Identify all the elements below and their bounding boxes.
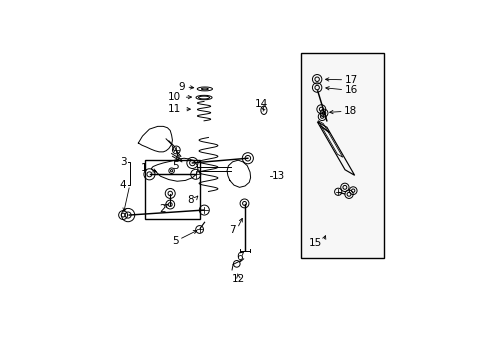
- Bar: [144, 159, 200, 219]
- Text: 17: 17: [344, 75, 357, 85]
- Text: 6: 6: [236, 252, 243, 262]
- Bar: [300, 53, 383, 258]
- Text: 4: 4: [120, 180, 126, 190]
- Text: 11: 11: [168, 104, 181, 114]
- Text: 16: 16: [344, 85, 357, 95]
- Text: 3: 3: [120, 157, 126, 167]
- Text: 10: 10: [168, 92, 181, 102]
- Text: 1: 1: [141, 163, 147, 174]
- Text: 14: 14: [255, 99, 268, 109]
- Text: 5: 5: [172, 161, 179, 171]
- Text: 5: 5: [172, 237, 179, 246]
- Text: 9: 9: [178, 82, 184, 92]
- Bar: [300, 53, 383, 258]
- Text: 18: 18: [344, 106, 357, 116]
- Text: 15: 15: [308, 238, 322, 248]
- Text: 13: 13: [272, 171, 285, 181]
- Text: 7: 7: [228, 225, 235, 235]
- Text: 8: 8: [187, 195, 194, 205]
- Text: 12: 12: [231, 274, 244, 284]
- Text: 2: 2: [159, 204, 166, 214]
